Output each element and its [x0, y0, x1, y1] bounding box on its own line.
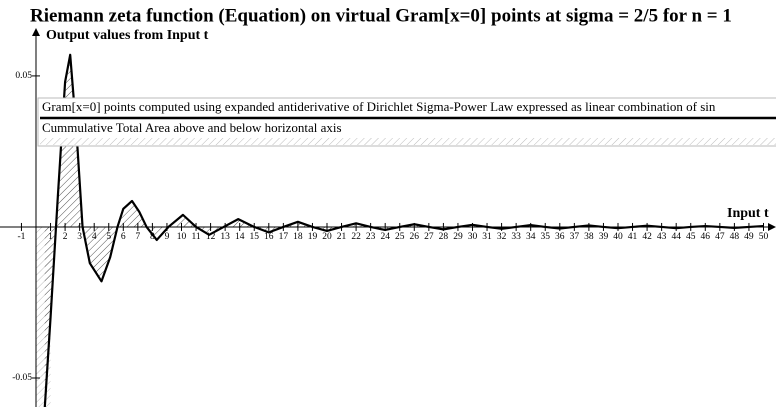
x-tick-label: 27 [424, 232, 434, 242]
legend: Gram[x=0] points computed using expanded… [37, 97, 776, 147]
x-tick-label: 39 [599, 232, 609, 242]
x-tick-label: 23 [366, 232, 376, 242]
x-tick-label: 30 [468, 232, 478, 242]
x-tick-label: 13 [220, 232, 230, 242]
x-tick-label: 1 [48, 232, 53, 242]
x-tick-label: 41 [628, 232, 638, 242]
x-tick-label: 16 [264, 232, 274, 242]
x-tick-label: 24 [380, 232, 390, 242]
x-tick-label: 6 [121, 232, 126, 242]
x-tick-label: 11 [191, 232, 200, 242]
x-tick-label: 10 [177, 232, 187, 242]
legend-swatch [40, 138, 776, 145]
x-tick-label: -1 [17, 232, 25, 242]
plot [35, 53, 764, 407]
x-tick-label: 34 [526, 232, 536, 242]
x-tick-label: 50 [759, 232, 769, 242]
y-axis-label: Output values from Input t [46, 28, 209, 43]
x-axis-arrow [768, 222, 776, 231]
x-tick-label: 21 [337, 232, 347, 242]
x-tick-label: 22 [351, 232, 361, 242]
x-tick-label: 18 [293, 232, 303, 242]
y-tick-label: -0.05 [12, 373, 32, 383]
x-tick-label: 31 [482, 232, 492, 242]
line [43, 53, 764, 407]
y-axis-arrow [31, 28, 40, 36]
x-tick-label: 36 [555, 232, 565, 242]
chart-title: Riemann zeta function (Equation) on virt… [30, 5, 732, 26]
x-tick-label: 40 [613, 232, 623, 242]
x-tick-label: 38 [584, 232, 594, 242]
x-tick-label: 43 [657, 232, 667, 242]
x-tick-label: 2 [63, 232, 68, 242]
x-tick-label: 45 [686, 232, 696, 242]
x-tick-label: 26 [410, 232, 420, 242]
x-tick-label: 4 [92, 232, 97, 242]
x-tick-label: 32 [497, 232, 507, 242]
x-tick-label: 37 [570, 232, 580, 242]
x-axis-label: Input t [727, 206, 769, 221]
x-tick-label: 49 [744, 232, 754, 242]
axes: -1 1 2 3 4 5 6 7 8 9 10 11 12 13 14 15 16 17 18 19 20 21 22 23 2… [0, 28, 776, 407]
x-tick-label: 25 [395, 232, 405, 242]
x-tick-label: 20 [322, 232, 332, 242]
x-tick-label: 3 [77, 232, 82, 242]
legend-label: Cummulative Total Area above and below h… [42, 120, 342, 135]
x-tick-label: 9 [165, 232, 170, 242]
y-tick-label: 0.05 [15, 71, 32, 81]
x-tick-label: 29 [453, 232, 463, 242]
x-tick-label: 17 [279, 232, 289, 242]
x-tick-label: 44 [671, 232, 681, 242]
x-tick-label: 14 [235, 232, 245, 242]
x-tick-label: 15 [249, 232, 259, 242]
x-tick-label: 19 [308, 232, 318, 242]
x-tick-label: 7 [135, 232, 140, 242]
x-tick-label: 28 [439, 232, 449, 242]
x-tick-label: 33 [511, 232, 521, 242]
x-tick-label: 42 [642, 232, 652, 242]
x-tick-label: 47 [715, 232, 725, 242]
x-tick-label: 5 [106, 232, 111, 242]
x-tick-label: 46 [701, 232, 711, 242]
x-tick-label: 48 [730, 232, 740, 242]
x-tick-label: 12 [206, 232, 216, 242]
legend-label: Gram[x=0] points computed using expanded… [42, 99, 716, 114]
x-tick-label: 8 [150, 232, 155, 242]
x-tick-label: 35 [540, 232, 550, 242]
